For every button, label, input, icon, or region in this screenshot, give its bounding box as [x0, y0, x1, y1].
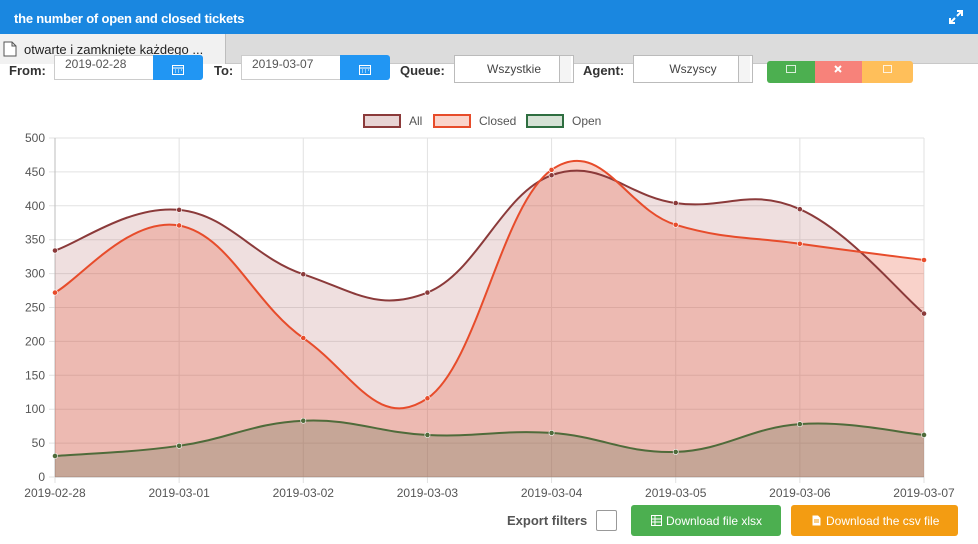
point-open	[52, 453, 58, 459]
window-title-bar: the number of open and closed tickets	[0, 0, 978, 34]
y-tick-label: 200	[25, 334, 45, 348]
document-icon	[3, 41, 17, 57]
point-closed	[52, 289, 58, 296]
download-csv-button[interactable]: Download the csv file	[791, 505, 958, 536]
x-tick-label: 2019-03-03	[397, 486, 459, 500]
point-open	[176, 442, 183, 449]
download-csv-label: Download the csv file	[826, 514, 940, 528]
point-closed	[176, 222, 183, 229]
from-calendar-button[interactable]	[153, 55, 203, 80]
point-all	[796, 206, 803, 213]
queue-select[interactable]: Wszystkie	[454, 55, 574, 83]
to-label: To:	[214, 63, 234, 78]
x-tick-label: 2019-03-05	[645, 486, 707, 500]
y-tick-label: 0	[38, 470, 45, 484]
y-tick-label: 350	[25, 233, 45, 247]
to-calendar-button[interactable]	[340, 55, 390, 80]
line-open	[54, 419, 925, 457]
agent-select[interactable]: Wszyscy	[633, 55, 753, 83]
point-closed	[672, 221, 679, 228]
line-closed	[54, 159, 925, 410]
point-all	[548, 172, 555, 179]
clear-button[interactable]	[815, 61, 862, 83]
point-open	[672, 449, 679, 455]
legend-label-closed: Closed	[479, 114, 517, 128]
agent-label: Agent:	[583, 63, 625, 78]
x-tick-label: 2019-03-04	[521, 486, 583, 500]
point-closed	[921, 257, 927, 263]
y-tick-label: 400	[25, 199, 45, 213]
from-date-input[interactable]: 2019-02-28	[54, 55, 154, 80]
tickets-area-chart: 0 50 100 150 200 250 300 350 400 450 500 2019-02-2…	[24, 131, 955, 500]
y-tick-label: 100	[25, 402, 45, 416]
calendar-icon	[359, 65, 371, 75]
y-tick-label: 450	[25, 165, 45, 179]
point-closed	[424, 395, 431, 402]
filters-row: From: 2019-02-28 To: 2019-03-07 Queue: W…	[0, 55, 978, 83]
area-closed	[55, 160, 924, 477]
x-tick-label: 2019-03-02	[273, 486, 335, 500]
save-icon	[786, 65, 796, 73]
point-all	[672, 200, 679, 206]
legend-label-open: Open	[572, 114, 602, 128]
export-button[interactable]	[862, 61, 913, 83]
download-xlsx-button[interactable]: Download file xlsx	[631, 505, 781, 536]
queue-select-value: Wszystkie	[487, 62, 541, 76]
point-all	[921, 310, 927, 317]
point-all	[52, 247, 58, 254]
line-all	[54, 169, 925, 315]
export-filters-checkbox[interactable]	[596, 510, 617, 531]
point-open	[300, 417, 307, 424]
legend-label-all: All	[409, 114, 423, 128]
y-tick-label: 50	[32, 436, 46, 450]
calendar-icon	[172, 65, 184, 75]
export-filters-label: Export filters	[507, 513, 588, 528]
x-tick-label: 2019-03-07	[893, 486, 955, 500]
queue-label: Queue:	[400, 63, 445, 78]
x-tick-label: 2019-02-28	[24, 486, 86, 500]
legend-swatch-open	[526, 114, 564, 128]
point-closed	[796, 240, 803, 247]
point-all	[300, 271, 307, 278]
tab-label: otwarte i zamknięte każdego ...	[24, 42, 204, 57]
point-open	[921, 432, 927, 438]
point-all	[176, 206, 183, 213]
y-tick-label: 500	[25, 131, 45, 145]
x-tick-label: 2019-03-06	[769, 486, 831, 500]
y-tick-label: 250	[25, 301, 45, 315]
x-tick-label: 2019-03-01	[148, 486, 210, 500]
to-date-input[interactable]: 2019-03-07	[241, 55, 341, 80]
agent-select-value: Wszyscy	[669, 62, 717, 76]
y-tick-label: 300	[25, 267, 45, 281]
dropdown-arrow-icon	[559, 56, 571, 82]
point-closed	[548, 166, 555, 173]
table-icon	[651, 515, 662, 526]
download-xlsx-label: Download file xlsx	[666, 514, 763, 528]
from-label: From:	[9, 63, 46, 78]
dropdown-arrow-icon	[738, 56, 750, 82]
save-button[interactable]	[767, 61, 815, 83]
export-footer: Export filters Download file xlsx Downlo…	[0, 504, 978, 544]
close-icon	[834, 65, 842, 73]
expand-icon[interactable]	[948, 9, 964, 25]
point-open	[424, 432, 431, 438]
file-icon	[812, 515, 821, 526]
area-all	[55, 170, 924, 478]
y-tick-label: 150	[25, 368, 45, 382]
legend-swatch-all	[363, 114, 401, 128]
point-open	[548, 430, 555, 436]
legend-swatch-closed	[433, 114, 471, 128]
point-closed	[300, 335, 307, 341]
point-open	[796, 421, 803, 428]
point-all	[424, 289, 431, 296]
window-title: the number of open and closed tickets	[14, 11, 245, 26]
folder-icon	[883, 65, 892, 73]
area-open	[55, 420, 924, 477]
